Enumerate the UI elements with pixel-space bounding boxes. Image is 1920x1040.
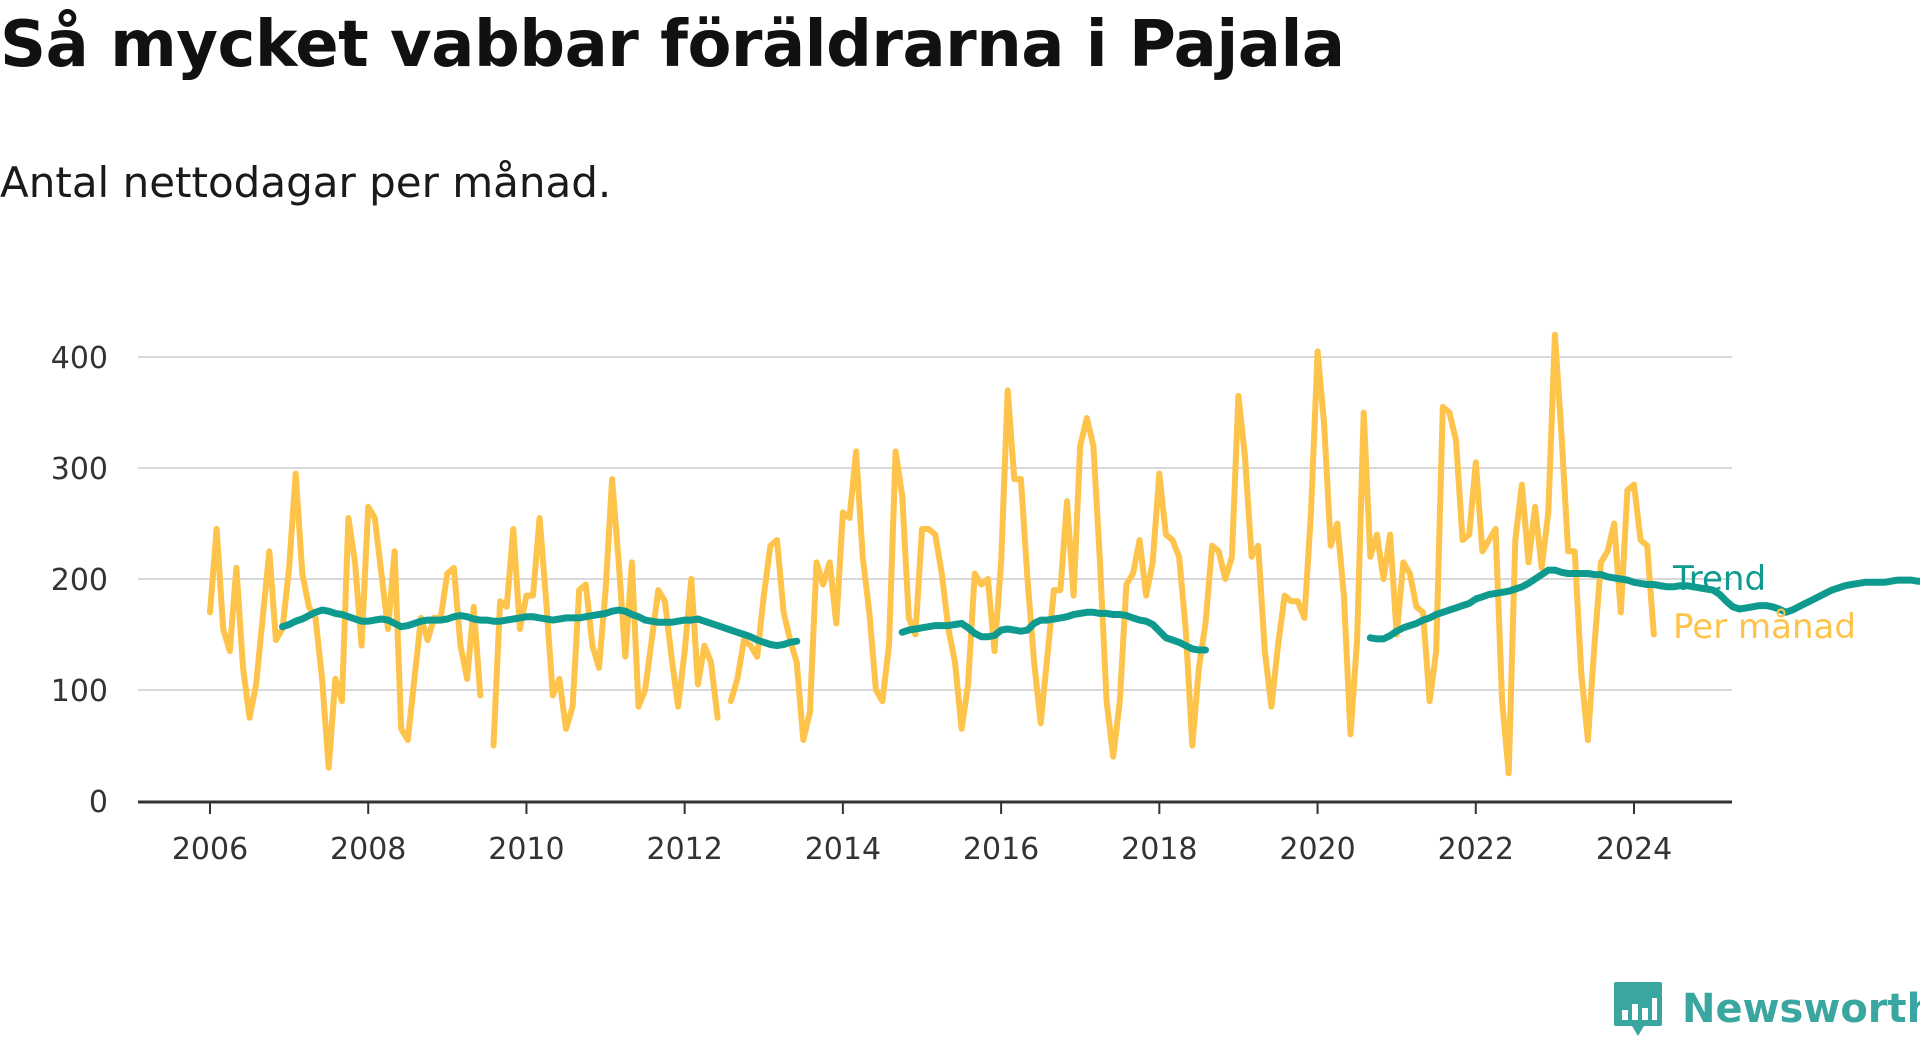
x-tick-label-2006: 2006 xyxy=(172,832,248,867)
x-tick-label-2016: 2016 xyxy=(963,832,1039,867)
legend-label-trend: Trend xyxy=(1672,559,1766,599)
x-tick-label-2020: 2020 xyxy=(1279,832,1355,867)
gridlines xyxy=(138,356,1732,691)
y-axis-tick-labels: 0 100 200 300 400 xyxy=(51,341,108,820)
y-tick-label-200: 200 xyxy=(51,563,108,598)
newsworthy-logo-icon xyxy=(1614,982,1662,1036)
x-tick-label-2018: 2018 xyxy=(1121,832,1197,867)
chart-subtitle: Antal nettodagar per månad. xyxy=(0,158,612,207)
x-tick-label-2024: 2024 xyxy=(1596,832,1672,867)
x-tick-label-2022: 2022 xyxy=(1438,832,1514,867)
y-tick-label-100: 100 xyxy=(51,674,108,709)
x-tick-label-2008: 2008 xyxy=(330,832,406,867)
chart-title: Så mycket vabbar föräldrarna i Pajala xyxy=(0,8,1345,82)
newsworthy-logo: Newsworthy xyxy=(1612,980,1920,1040)
y-tick-label-300: 300 xyxy=(51,452,108,487)
series-line-per-manad xyxy=(207,331,1657,777)
newsworthy-logo-text: Newsworthy xyxy=(1682,986,1920,1032)
x-axis-tick-labels: 2006 2008 2010 2012 2014 2016 2018 2020 2022 2024 xyxy=(172,832,1672,867)
y-tick-label-0: 0 xyxy=(89,785,108,820)
x-tick-label-2012: 2012 xyxy=(646,832,722,867)
legend: Trend Per månad xyxy=(1672,559,1856,647)
x-tick-label-2010: 2010 xyxy=(488,832,564,867)
legend-label-per-manad: Per månad xyxy=(1673,607,1856,647)
x-axis xyxy=(138,800,1732,814)
y-tick-label-400: 400 xyxy=(51,341,108,376)
series-line-trend xyxy=(279,566,1920,654)
series-lines xyxy=(207,331,1920,777)
x-tick-label-2014: 2014 xyxy=(805,832,881,867)
